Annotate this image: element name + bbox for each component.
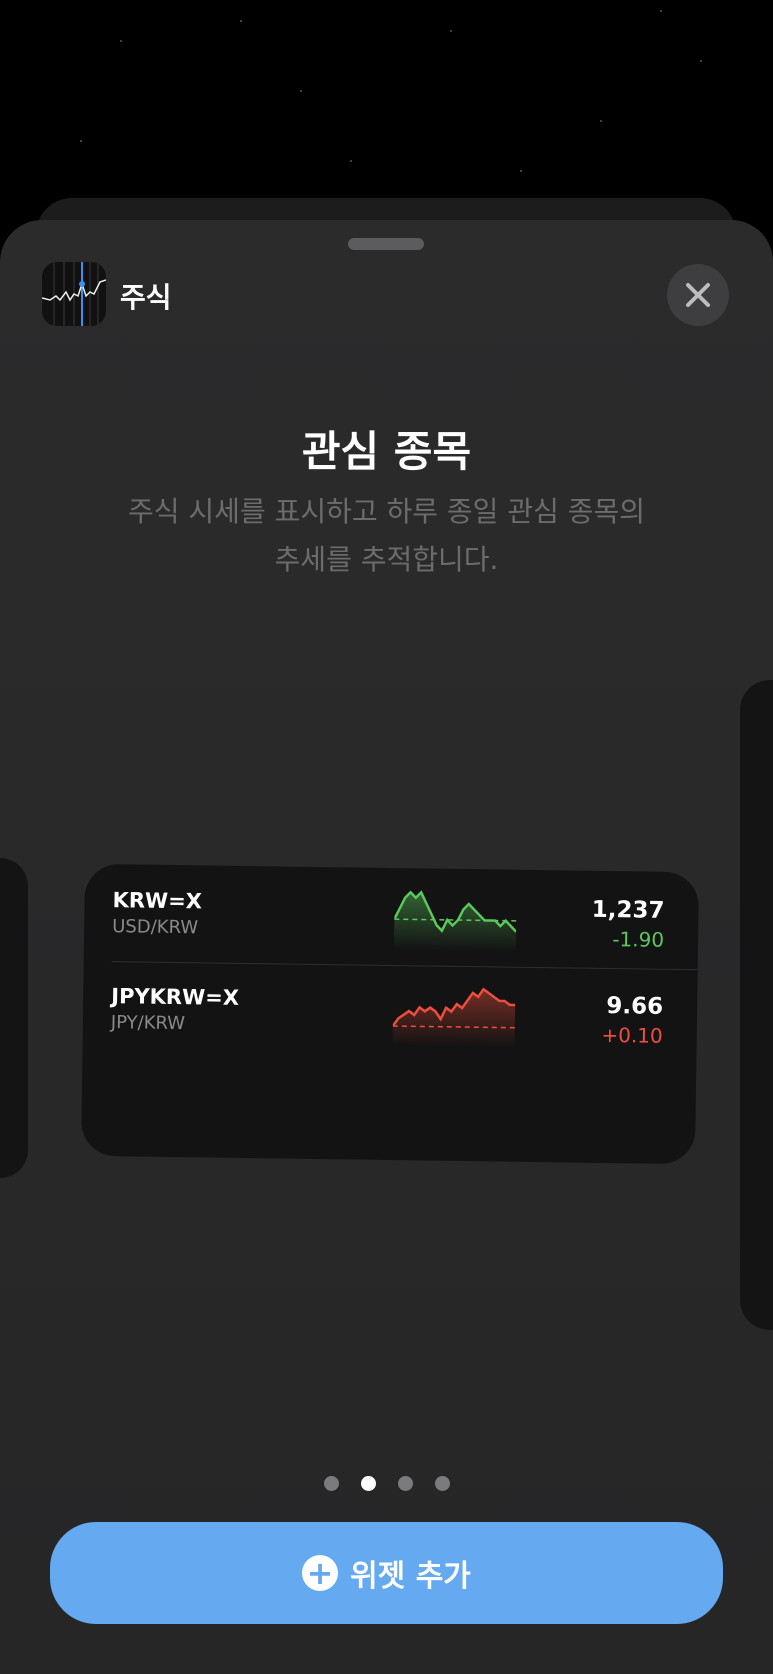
close-button[interactable] [667,264,729,326]
stock-change: -1.90 [612,927,665,952]
stocks-app-icon [42,262,106,326]
sheet-grabber[interactable] [348,238,424,250]
previous-widget-preview[interactable] [0,858,28,1178]
sparkline-area [393,892,517,952]
star [80,140,82,142]
widget-description: 주식 시세를 표시하고 하루 종일 관심 종목의 추세를 추적합니다. [60,488,713,584]
star [700,60,702,62]
sparkline-area [392,989,516,1048]
star [660,10,662,12]
stock-symbol: KRW=X [112,888,203,914]
add-widget-button[interactable]: + 위젯 추가 [50,1522,723,1624]
sparkline-chart [393,890,517,952]
sparkline-line [392,987,516,1027]
app-name: 주식 [120,281,172,314]
stock-row[interactable]: JPYKRW=X JPY/KRW 9.66 +0.10 [82,960,697,1065]
star [350,160,352,162]
page-dot[interactable] [397,1476,413,1491]
plus-circle-icon: + [302,1555,339,1591]
page-indicator[interactable] [0,1476,773,1491]
sparkline-chart [392,987,516,1048]
description-line: 주식 시세를 표시하고 하루 종일 관심 종목의 [127,495,646,528]
page-dot[interactable] [360,1476,376,1491]
star [120,40,122,42]
stock-symbol: JPYKRW=X [111,984,240,1010]
stock-name: JPY/KRW [110,1012,186,1035]
watchlist-widget-preview: KRW=X USD/KRW 1,237 -1.90 JPYKRW=X JPY/K… [80,863,700,1165]
star [600,120,602,122]
stock-price: 9.66 [606,993,664,1020]
add-widget-label: 위젯 추가 [350,1559,471,1594]
stock-change: +0.10 [601,1022,663,1048]
description-line: 추세를 추적합니다. [274,543,499,576]
next-widget-preview[interactable] [740,680,773,1330]
stock-name: USD/KRW [112,916,199,939]
previous-close-line [392,1025,515,1029]
star [450,30,452,32]
stock-price: 1,237 [591,896,665,924]
page-dot[interactable] [434,1476,450,1491]
sparkline-line [393,890,517,933]
star [520,170,522,172]
widget-title: 관심 종목 [301,427,472,476]
star [240,20,242,22]
close-icon [686,283,710,307]
star [300,90,302,92]
page-dot[interactable] [323,1476,339,1491]
stock-row[interactable]: KRW=X USD/KRW 1,237 -1.90 [84,864,699,971]
